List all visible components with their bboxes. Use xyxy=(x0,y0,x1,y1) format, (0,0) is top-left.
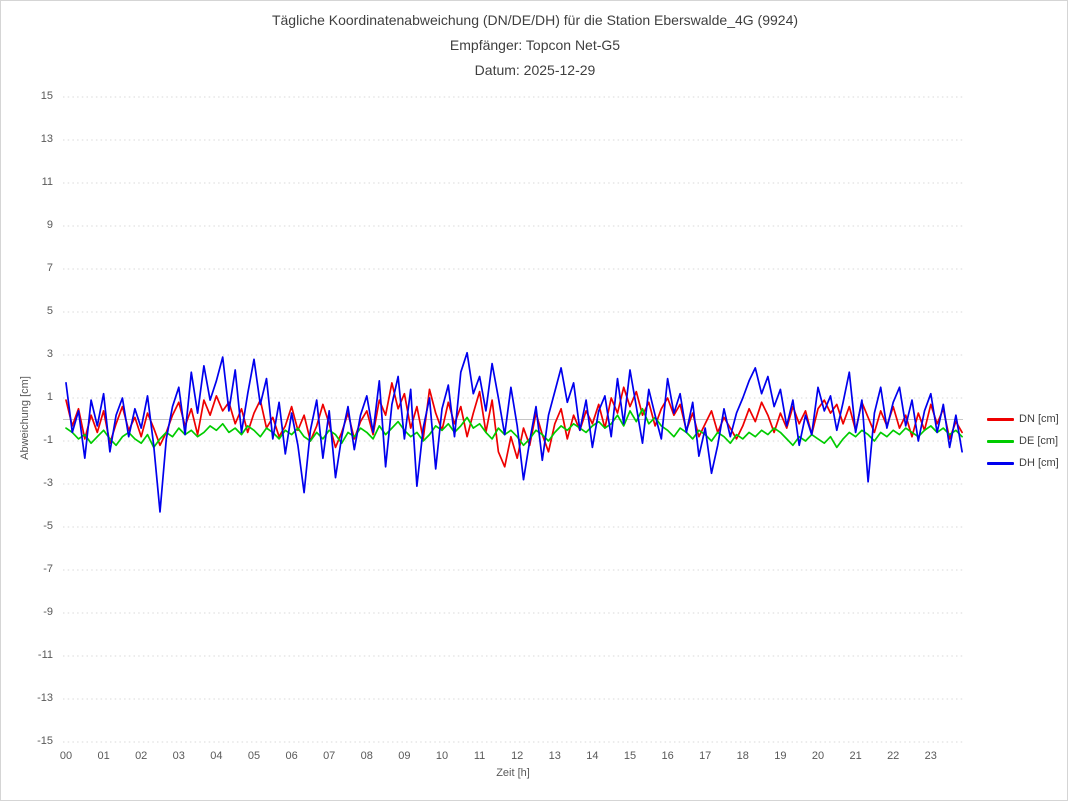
legend-label-dh: DH [cm] xyxy=(1019,457,1059,469)
x-tick-label: 01 xyxy=(97,750,110,762)
y-tick-label: 13 xyxy=(40,133,53,145)
y-tick-label: 7 xyxy=(46,262,53,274)
y-tick-label: -7 xyxy=(43,563,53,575)
legend-item-dn: DN [cm] xyxy=(987,408,1059,430)
x-tick-label: 18 xyxy=(736,750,749,762)
plot-area xyxy=(63,96,963,743)
y-tick-label: 15 xyxy=(40,90,53,102)
dn-series-swatch-icon xyxy=(987,417,1014,421)
x-tick-label: 17 xyxy=(699,750,712,762)
y-tick-label: 11 xyxy=(41,176,53,188)
x-tick-label: 14 xyxy=(586,750,599,762)
y-tick-label: 9 xyxy=(46,219,53,231)
chart-title: Tägliche Koordinatenabweichung (DN/DE/DH… xyxy=(1,8,1067,83)
x-tick-label: 09 xyxy=(398,750,411,762)
chart-title-line2: Empfänger: Topcon Net-G5 xyxy=(449,37,621,53)
x-tick-label: 08 xyxy=(360,750,373,762)
y-tick-label: 3 xyxy=(46,348,53,360)
y-axis-title: Abweichung [cm] xyxy=(19,376,31,460)
x-tick-label: 02 xyxy=(135,750,148,762)
y-tick-label: -9 xyxy=(43,606,53,618)
x-tick-label: 12 xyxy=(511,750,524,762)
legend-item-dh: DH [cm] xyxy=(987,452,1059,474)
x-tick-label: 22 xyxy=(887,750,900,762)
chart-title-line3: Datum: 2025-12-29 xyxy=(474,62,596,78)
y-tick-label: -11 xyxy=(37,649,53,661)
y-tick-label: -1 xyxy=(43,434,53,446)
x-axis-title: Zeit [h] xyxy=(496,767,530,779)
y-tick-label: -5 xyxy=(43,520,53,532)
x-tick-label: 15 xyxy=(623,750,637,762)
x-tick-label: 07 xyxy=(323,750,336,762)
legend-label-de: DE [cm] xyxy=(1019,435,1059,447)
x-tick-label: 19 xyxy=(774,750,787,762)
y-tick-label: 5 xyxy=(46,305,53,317)
x-tick-label: 20 xyxy=(811,750,825,762)
series-line-dh xyxy=(65,351,963,513)
y-tick-label: -13 xyxy=(37,692,53,704)
x-tick-label: 10 xyxy=(435,750,449,762)
y-tick-label: -3 xyxy=(43,477,53,489)
x-tick-label: 11 xyxy=(473,750,486,762)
x-tick-label: 04 xyxy=(210,750,223,762)
x-tick-label: 23 xyxy=(924,750,937,762)
legend: DN [cm] DE [cm] DH [cm] xyxy=(987,408,1059,474)
dh-series-swatch-icon xyxy=(987,461,1014,465)
y-tick-label: -15 xyxy=(37,735,53,747)
x-tick-label: 06 xyxy=(285,750,298,762)
legend-item-de: DE [cm] xyxy=(987,430,1059,452)
x-tick-label: 21 xyxy=(849,750,862,762)
series-line-de xyxy=(65,407,963,449)
legend-label-dn: DN [cm] xyxy=(1019,413,1059,425)
chart-title-line1: Tägliche Koordinatenabweichung (DN/DE/DH… xyxy=(271,12,799,28)
de-series-swatch-icon xyxy=(987,439,1014,443)
y-tick-label: 1 xyxy=(46,391,53,403)
x-tick-label: 03 xyxy=(172,750,185,762)
x-tick-label: 00 xyxy=(59,750,73,762)
x-tick-label: 13 xyxy=(548,750,561,762)
x-tick-label: 05 xyxy=(247,750,261,762)
x-tick-label: 16 xyxy=(661,750,674,762)
